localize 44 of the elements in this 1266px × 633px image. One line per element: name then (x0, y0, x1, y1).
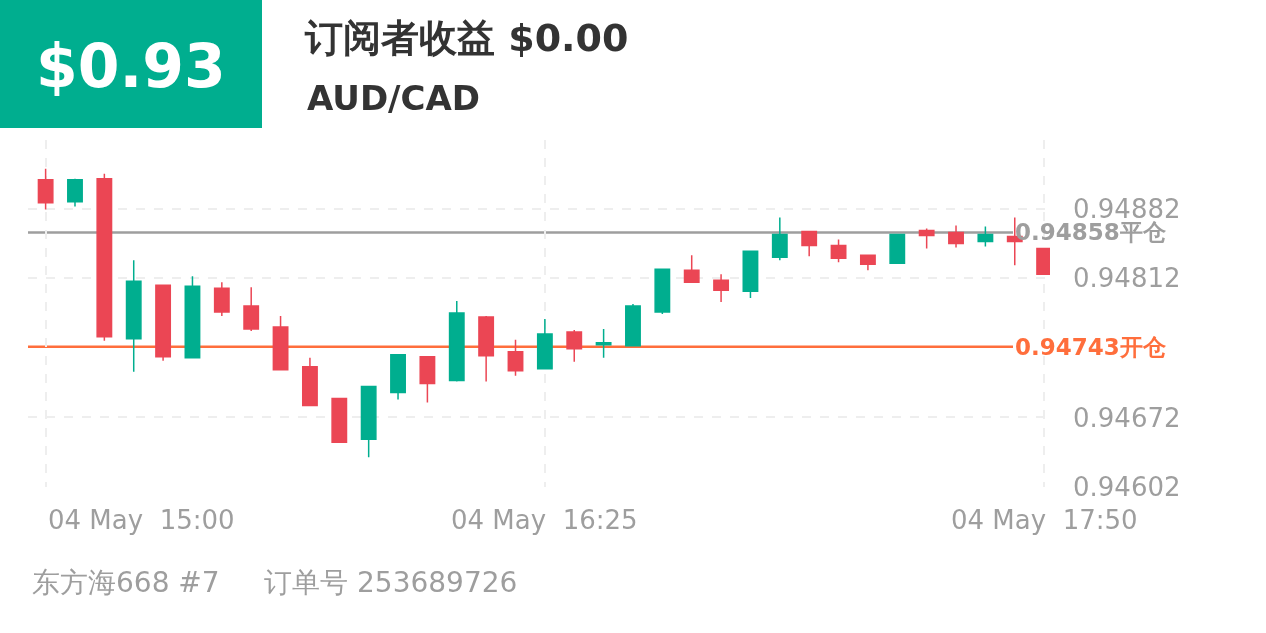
candlestick (184, 275, 201, 359)
y-tick-label: 0.94672 (1073, 402, 1181, 433)
candlestick (889, 233, 906, 265)
candlestick (654, 268, 671, 315)
candlestick (625, 303, 641, 347)
text: $0.93 (36, 31, 226, 101)
ref-line-label: 0.94743开仓 (1015, 334, 1167, 360)
candlestick (595, 328, 612, 359)
candlestick (390, 354, 406, 401)
candlestick (360, 385, 377, 458)
candlestick (536, 318, 553, 370)
candlestick (301, 356, 318, 407)
candlestick (713, 273, 730, 303)
y-tick-label: 0.94812 (1073, 263, 1181, 294)
chart-subtitle: AUD/CAD (307, 78, 481, 118)
candlestick (771, 216, 788, 262)
candlestick (830, 238, 847, 264)
candlestick (37, 168, 54, 211)
candlestick (683, 254, 700, 283)
candlestick (213, 281, 230, 317)
candlestick (272, 315, 289, 371)
candlestick (67, 178, 83, 208)
text: 东方海668 #7 订单号 253689726 (32, 566, 518, 599)
x-tick-label: 04 May 16:25 (451, 505, 638, 535)
candlestick (448, 300, 465, 383)
candlestick (125, 259, 142, 373)
candlestick (155, 284, 172, 362)
candlestick (243, 286, 260, 332)
candlestick (801, 230, 818, 258)
y-tick-label: 0.94602 (1073, 472, 1181, 503)
candlestick (948, 224, 964, 249)
candlestick (478, 315, 495, 383)
candlestick (96, 173, 113, 342)
candlestick (977, 225, 994, 248)
candlestick (507, 339, 524, 377)
x-tick-label: 04 May 15:00 (48, 505, 235, 535)
x-tick-label: 04 May 17:50 (951, 505, 1138, 535)
candlestick (859, 254, 876, 271)
candlestick (419, 356, 436, 404)
chart-title: 订阅者收益 $0.00 (304, 16, 629, 61)
candlestick (742, 250, 759, 299)
ref-line-label: 0.94858平仓 (1015, 219, 1167, 245)
candlestick (331, 397, 348, 444)
candlestick (566, 329, 583, 363)
